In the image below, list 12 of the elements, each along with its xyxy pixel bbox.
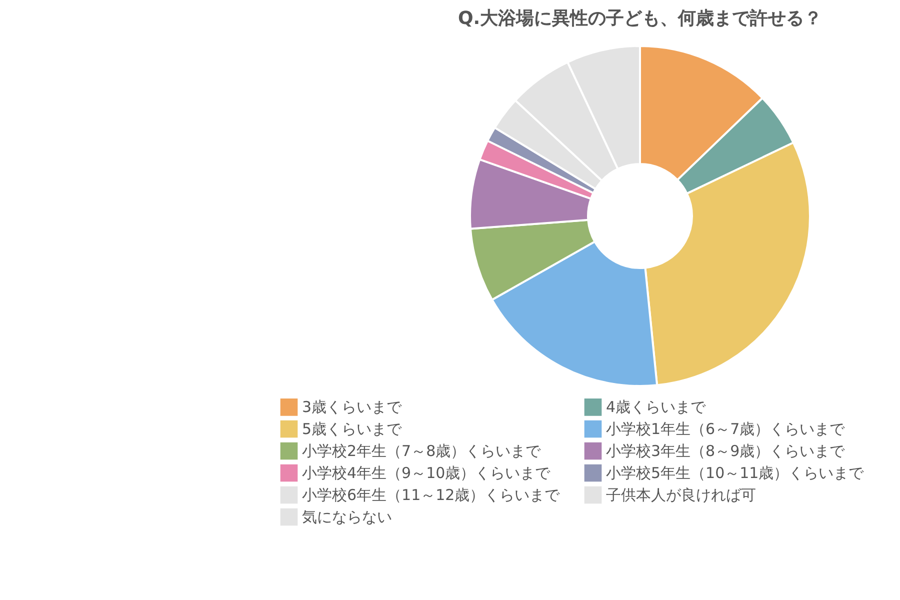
- legend-label: 小学校6年生（11～12歳）くらいまで: [302, 486, 561, 504]
- legend-label: 小学校2年生（7～8歳）くらいまで: [302, 442, 542, 460]
- chart-title: Q.大浴場に異性の子ども、何歳まで許せる？: [458, 8, 822, 29]
- legend-label: 小学校1年生（6～7歳）くらいまで: [606, 420, 846, 438]
- legend-label: 小学校4年生（9～10歳）くらいまで: [302, 464, 552, 482]
- legend-label: 小学校5年生（10～11歳）くらいまで: [606, 464, 865, 482]
- legend-label: 3歳くらいまで: [302, 398, 403, 416]
- legend-label: 4歳くらいまで: [606, 398, 707, 416]
- legend-label: 子供本人が良ければ可: [606, 486, 756, 504]
- legend-label: 気にならない: [302, 508, 392, 526]
- legend-label: 小学校3年生（8～9歳）くらいまで: [606, 442, 846, 460]
- legend-label: 5歳くらいまで: [302, 420, 403, 438]
